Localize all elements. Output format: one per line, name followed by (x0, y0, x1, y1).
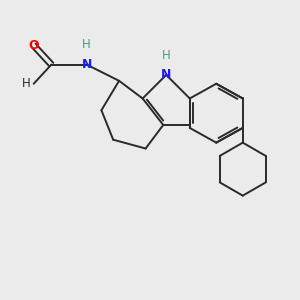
Text: H: H (82, 38, 91, 50)
Text: O: O (28, 39, 39, 52)
Text: H: H (162, 49, 171, 62)
Text: N: N (161, 68, 171, 81)
Text: H: H (22, 77, 31, 90)
Text: N: N (82, 58, 92, 71)
